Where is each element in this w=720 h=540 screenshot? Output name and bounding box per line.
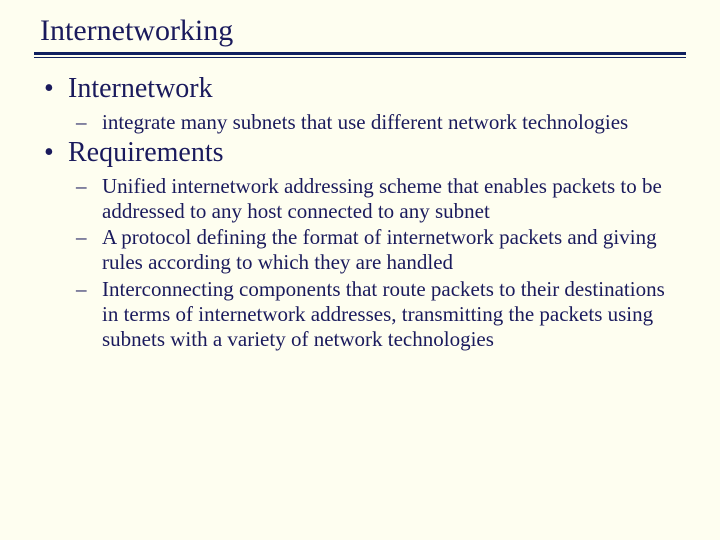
bullet-level1-text: Requirements	[68, 136, 682, 170]
bullet-level1-text: Internetwork	[68, 72, 682, 106]
bullet-dot-icon: •	[38, 136, 68, 170]
dash-icon: –	[76, 225, 102, 250]
bullet-level2-text: A protocol defining the format of intern…	[102, 225, 682, 275]
bullet-level2-text: integrate many subnets that use differen…	[102, 110, 682, 135]
title-underline	[34, 52, 686, 58]
bullet-level2: – integrate many subnets that use differ…	[76, 110, 682, 135]
bullet-level2-text: Interconnecting components that route pa…	[102, 277, 682, 351]
bullet-level2-text: Unified internetwork addressing scheme t…	[102, 174, 682, 224]
bullet-level2: – Interconnecting components that route …	[76, 277, 682, 351]
dash-icon: –	[76, 110, 102, 135]
bullet-level2: – A protocol defining the format of inte…	[76, 225, 682, 275]
slide-title: Internetworking	[34, 14, 686, 50]
dash-icon: –	[76, 277, 102, 302]
bullet-level2: – Unified internetwork addressing scheme…	[76, 174, 682, 224]
bullet-level1: • Requirements	[38, 136, 682, 170]
bullet-level1: • Internetwork	[38, 72, 682, 106]
dash-icon: –	[76, 174, 102, 199]
slide-content: • Internetwork – integrate many subnets …	[34, 72, 686, 351]
bullet-dot-icon: •	[38, 72, 68, 106]
